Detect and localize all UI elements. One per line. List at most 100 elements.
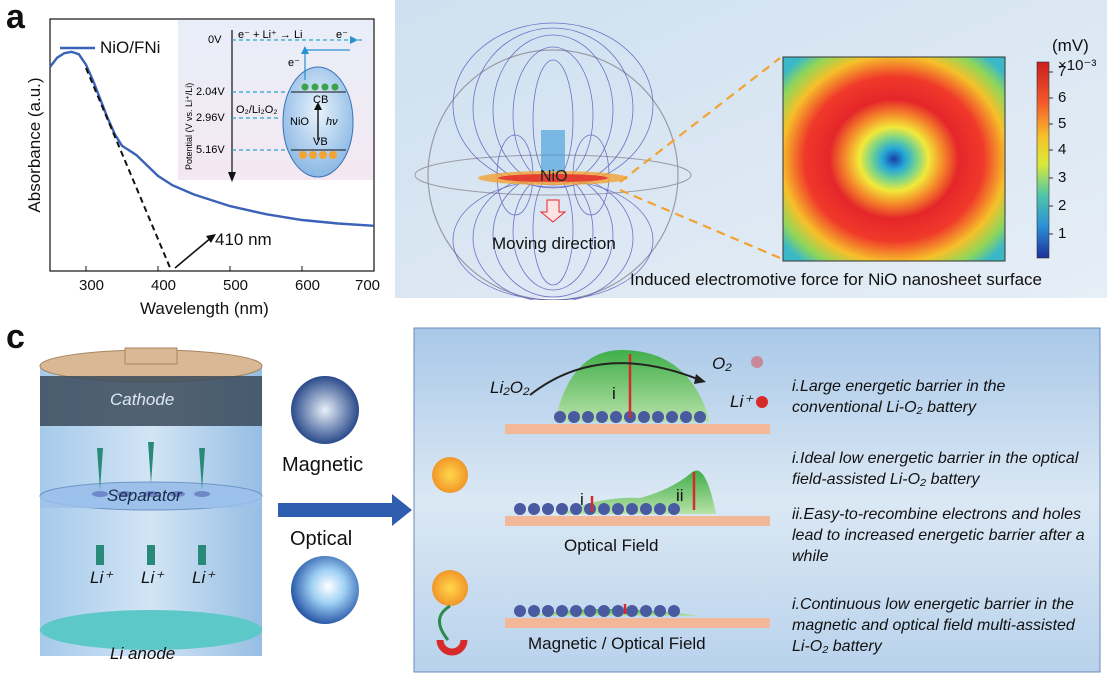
desc-optical-ii: ii.Easy-to-recombine electrons and holes… [792, 506, 1085, 565]
absorbance-curve [49, 50, 375, 227]
vb-label: VB [313, 136, 328, 148]
mechanism-panel [413, 327, 1101, 673]
cbar-tick-5: 5 [1058, 115, 1067, 132]
li2o2-label: Li₂O₂ [490, 378, 530, 397]
reduction-reaction: e⁻ + Li⁺ → Li [238, 29, 303, 41]
plot-frame [49, 18, 375, 272]
x-tick-300: 300 [79, 277, 105, 294]
x-tick-700: 700 [355, 277, 381, 294]
nio-label: NiO [290, 116, 309, 128]
li-dendrites [96, 442, 206, 565]
separator-edge [40, 496, 262, 508]
electron-out-label: e⁻ [336, 29, 348, 41]
substrate-3 [505, 618, 770, 628]
li-anode [40, 610, 262, 650]
separator-label: Separator [107, 486, 182, 505]
magnetic-icon [291, 376, 359, 444]
level-0v: 0V [208, 34, 222, 46]
barrier-mark-ii: ii [676, 486, 684, 505]
nio-sheet-hot [498, 174, 608, 182]
level-296v: 2.96V [196, 112, 225, 124]
redox-couple: O₂/Li₂O₂ [236, 104, 278, 116]
absorbance-chart [49, 18, 375, 272]
nio-sphere-label: NiO [540, 168, 568, 185]
colorbar [1036, 61, 1050, 259]
o2-label: O₂ [712, 354, 732, 373]
holes-vb [299, 151, 337, 159]
electron-out-arrow [350, 36, 358, 44]
li-ion-label-2: Li⁺ [141, 568, 164, 587]
cbar-tick-1: 1 [1058, 225, 1067, 242]
zoom-line-top [619, 57, 781, 183]
trajectory-arrow-1 [694, 374, 706, 384]
colorbar-ticks [1049, 71, 1053, 235]
process-arrow [278, 494, 412, 526]
magnetic-label: Magnetic [282, 454, 364, 476]
x-tick-500: 500 [223, 277, 249, 294]
cathode-layer [40, 376, 262, 426]
y-axis-label: Absorbance (a.u.) [25, 77, 44, 213]
tangent-line [85, 67, 172, 271]
barrier-1 [555, 350, 710, 422]
substrate-2 [505, 516, 770, 526]
annotation-arrow [174, 236, 213, 269]
magnetic-optical-field-label: Magnetic / Optical Field [528, 634, 706, 653]
level-516v: 5.16V [196, 144, 225, 156]
field-sphere [427, 49, 679, 300]
hv-label: hν [326, 116, 338, 128]
barrier-mark-i-2: i [580, 490, 584, 509]
inset-ylabel: Potential (V vs. Li⁺/Li) [184, 82, 194, 170]
battery-schematic [39, 327, 1101, 673]
li-ion-dot [756, 396, 768, 408]
electron-path-arrow [301, 46, 309, 54]
x-axis-label: Wavelength (nm) [140, 299, 269, 318]
legend-label: NiO/FNi [100, 38, 161, 57]
desc-optical-i: i.Ideal low energetic barrier in the opt… [792, 450, 1079, 488]
moving-direction-arrow [539, 199, 567, 223]
desc-multi-assisted: i.Continuous low energetic barrier in th… [792, 596, 1075, 655]
optical-icon [291, 556, 359, 624]
inset-level-lines [232, 39, 362, 151]
x-ticks [85, 266, 375, 271]
panel-label-a: a [6, 0, 25, 36]
o2-molecule [751, 356, 763, 368]
colorbar-multiplier: ×10⁻³ [1058, 57, 1097, 74]
wavelength-annotation: 410 nm [215, 230, 272, 249]
electron-label: e⁻ [288, 57, 300, 69]
emf-heatmap [782, 56, 1006, 262]
optical-label: Optical [290, 528, 353, 550]
excitation-arrowhead [314, 102, 322, 110]
cbar-tick-6: 6 [1058, 89, 1067, 106]
cbar-tick-2: 2 [1058, 197, 1067, 214]
optical-field-label: Optical Field [564, 536, 659, 555]
colorbar-unit: (mV) [1052, 36, 1089, 55]
li-anode-label: Li anode [110, 644, 176, 663]
cb-label: CB [313, 94, 329, 106]
level-204v: 2.04V [196, 86, 225, 98]
cbar-tick-4: 4 [1058, 141, 1067, 158]
trajectory-1 [529, 362, 701, 396]
particles-1 [554, 411, 706, 423]
battery-terminal [124, 347, 178, 365]
electrons-cb [301, 83, 339, 91]
panel-label-c: c [6, 318, 25, 356]
magnet-icon [436, 639, 468, 656]
nio-core [541, 130, 565, 175]
sun-icon-2 [432, 570, 468, 606]
emf-caption: Induced electromotive force for NiO nano… [630, 270, 1042, 289]
field-panel [395, 0, 1107, 300]
inset-axis-arrow [228, 172, 236, 182]
barrier-mark-i-1: i [612, 384, 616, 403]
annotation-arrowhead [206, 234, 216, 243]
x-tick-400: 400 [151, 277, 177, 294]
moving-direction-label: Moving direction [492, 234, 616, 253]
substrate-1 [505, 424, 770, 434]
sun-icon-1 [432, 457, 468, 493]
cathode-label: Cathode [110, 390, 175, 409]
cbar-tick-7: 7 [1058, 63, 1067, 80]
separator-holes [92, 491, 210, 497]
particles-3 [514, 605, 680, 617]
li-ion-label-1: Li⁺ [90, 568, 113, 587]
x-tick-600: 600 [295, 277, 321, 294]
desc-conventional: i.Large energetic barrier in the convent… [792, 378, 1006, 416]
